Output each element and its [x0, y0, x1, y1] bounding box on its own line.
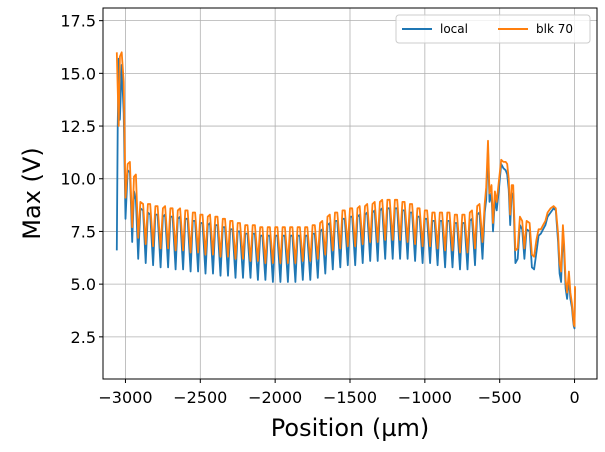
y-tick-label: 7.5: [71, 222, 96, 241]
x-tick-label: −1500: [323, 388, 377, 407]
grid: [103, 8, 597, 379]
x-tick-label: −3000: [98, 388, 152, 407]
y-tick-label: 10.0: [60, 170, 96, 189]
x-axis-title: Position (µm): [271, 414, 429, 442]
y-tick-label: 2.5: [71, 328, 96, 347]
series-line-local: [115, 57, 576, 330]
legend: local blk 70: [395, 14, 591, 44]
legend-label-blk-70: blk 70: [536, 22, 573, 36]
y-tick-label: 5.0: [71, 275, 96, 294]
legend-label-local: local: [440, 22, 468, 36]
y-tick-label: 12.5: [60, 117, 96, 136]
x-tick-label: 0: [569, 388, 579, 407]
x-tick-label: −500: [478, 388, 522, 407]
y-tick-label: 15.0: [60, 64, 96, 83]
y-tick-label: 17.5: [60, 12, 96, 31]
x-tick-label: −1000: [398, 388, 452, 407]
legend-box: [395, 14, 591, 44]
x-tick-label: −2000: [248, 388, 302, 407]
axis-ticks: −3000 −2500 −2000 −1500 −1000 −500 0 2.5 5.0 7.5 1…: [60, 12, 579, 407]
y-axis-title: Max (V): [18, 147, 46, 239]
x-tick-label: −2500: [173, 388, 227, 407]
series-lines: [115, 51, 576, 330]
series-line-blk-70: [115, 51, 576, 328]
